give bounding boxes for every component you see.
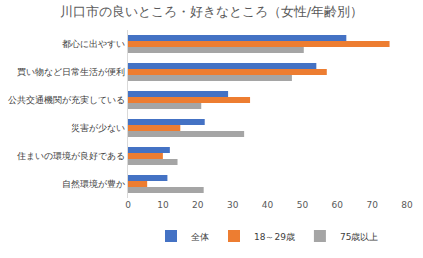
svg-text:自然環境が豊か: 自然環境が豊か (62, 179, 125, 189)
svg-text:20: 20 (192, 200, 204, 210)
svg-text:70: 70 (366, 200, 378, 210)
svg-text:10: 10 (157, 200, 169, 210)
svg-text:80: 80 (401, 200, 413, 210)
svg-text:50: 50 (297, 200, 309, 210)
svg-text:買い物など日常生活が便利: 買い物など日常生活が便利 (17, 67, 125, 77)
svg-text:災害が少ない: 災害が少ない (71, 123, 125, 133)
svg-text:30: 30 (227, 200, 239, 210)
svg-text:75歳以上: 75歳以上 (340, 232, 378, 242)
svg-text:公共交通機関が充実している: 公共交通機関が充実している (8, 95, 125, 105)
svg-text:都心に出やすい: 都心に出やすい (62, 39, 125, 49)
svg-text:住まいの環境が良好である: 住まいの環境が良好である (17, 151, 125, 161)
svg-text:60: 60 (332, 200, 344, 210)
svg-text:川口市の良いところ・好きなところ（女性/年齢別）: 川口市の良いところ・好きなところ（女性/年齢別） (60, 4, 363, 19)
svg-text:18～29歳: 18～29歳 (254, 232, 295, 242)
svg-text:0: 0 (125, 200, 131, 210)
svg-text:全体: 全体 (191, 232, 209, 242)
svg-text:40: 40 (262, 200, 274, 210)
